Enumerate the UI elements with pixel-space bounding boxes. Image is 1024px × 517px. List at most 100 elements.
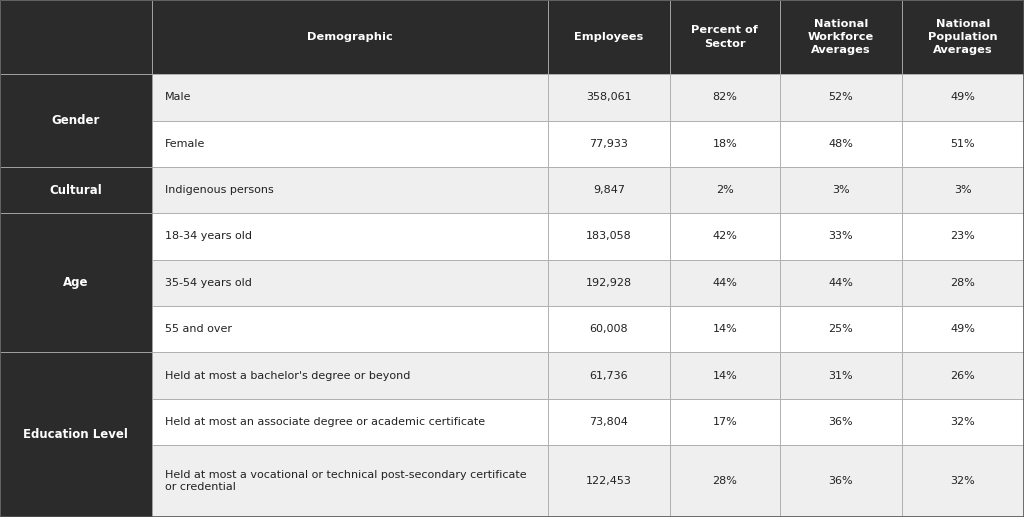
- Bar: [152, 306, 548, 353]
- Bar: [670, 214, 779, 260]
- Bar: [548, 74, 670, 120]
- Text: Male: Male: [165, 93, 191, 102]
- Text: 33%: 33%: [828, 232, 853, 241]
- Text: 73,804: 73,804: [590, 417, 628, 427]
- Text: National
Workforce
Averages: National Workforce Averages: [808, 19, 873, 55]
- Bar: [670, 120, 779, 167]
- Bar: [0, 214, 152, 260]
- Text: 48%: 48%: [828, 139, 853, 149]
- Text: 82%: 82%: [713, 93, 737, 102]
- Bar: [670, 399, 779, 445]
- Bar: [779, 260, 902, 306]
- Bar: [670, 260, 779, 306]
- Bar: [152, 260, 548, 306]
- Text: Held at most a bachelor's degree or beyond: Held at most a bachelor's degree or beyo…: [165, 371, 411, 381]
- Text: Percent of
Sector: Percent of Sector: [691, 25, 758, 49]
- Text: 183,058: 183,058: [586, 232, 632, 241]
- Bar: [670, 0, 779, 74]
- Bar: [779, 445, 902, 517]
- Text: 36%: 36%: [828, 417, 853, 427]
- Bar: [779, 167, 902, 214]
- Text: Held at most an associate degree or academic certificate: Held at most an associate degree or acad…: [165, 417, 485, 427]
- Bar: [548, 306, 670, 353]
- Text: 51%: 51%: [950, 139, 975, 149]
- Text: 36%: 36%: [828, 476, 853, 486]
- Bar: [152, 120, 548, 167]
- Text: 60,008: 60,008: [590, 324, 628, 334]
- Text: 26%: 26%: [950, 371, 975, 381]
- Text: 18-34 years old: 18-34 years old: [165, 232, 252, 241]
- Bar: [548, 214, 670, 260]
- Bar: [902, 260, 1024, 306]
- Bar: [548, 445, 670, 517]
- Bar: [902, 306, 1024, 353]
- Bar: [0, 399, 152, 445]
- Text: 77,933: 77,933: [590, 139, 628, 149]
- Bar: [902, 74, 1024, 120]
- Bar: [0, 74, 152, 167]
- Bar: [152, 353, 548, 399]
- Text: 18%: 18%: [713, 139, 737, 149]
- Bar: [670, 74, 779, 120]
- Text: 28%: 28%: [713, 476, 737, 486]
- Bar: [548, 0, 670, 74]
- Text: Demographic: Demographic: [307, 32, 392, 42]
- Text: 32%: 32%: [950, 476, 975, 486]
- Bar: [902, 0, 1024, 74]
- Text: 35-54 years old: 35-54 years old: [165, 278, 252, 288]
- Bar: [0, 353, 152, 399]
- Bar: [0, 260, 152, 306]
- Text: 44%: 44%: [828, 278, 853, 288]
- Text: 55 and over: 55 and over: [165, 324, 231, 334]
- Text: 9,847: 9,847: [593, 185, 625, 195]
- Text: 3%: 3%: [954, 185, 972, 195]
- Text: 42%: 42%: [713, 232, 737, 241]
- Text: National
Population
Averages: National Population Averages: [928, 19, 997, 55]
- Bar: [0, 0, 152, 74]
- Bar: [670, 167, 779, 214]
- Text: Indigenous persons: Indigenous persons: [165, 185, 273, 195]
- Text: Cultural: Cultural: [49, 184, 102, 196]
- Text: Held at most a vocational or technical post-secondary certificate
or credential: Held at most a vocational or technical p…: [165, 469, 526, 493]
- Bar: [152, 74, 548, 120]
- Text: Employees: Employees: [574, 32, 643, 42]
- Text: 25%: 25%: [828, 324, 853, 334]
- Bar: [0, 445, 152, 517]
- Bar: [902, 445, 1024, 517]
- Text: 44%: 44%: [713, 278, 737, 288]
- Bar: [152, 167, 548, 214]
- Bar: [548, 399, 670, 445]
- Bar: [0, 214, 152, 353]
- Text: 17%: 17%: [713, 417, 737, 427]
- Bar: [548, 120, 670, 167]
- Bar: [779, 399, 902, 445]
- Text: Age: Age: [63, 277, 88, 290]
- Bar: [902, 353, 1024, 399]
- Bar: [670, 353, 779, 399]
- Text: 2%: 2%: [716, 185, 733, 195]
- Text: 122,453: 122,453: [586, 476, 632, 486]
- Bar: [0, 353, 152, 517]
- Bar: [152, 445, 548, 517]
- Text: 358,061: 358,061: [586, 93, 632, 102]
- Text: 23%: 23%: [950, 232, 975, 241]
- Text: 49%: 49%: [950, 93, 975, 102]
- Text: 32%: 32%: [950, 417, 975, 427]
- Text: 3%: 3%: [831, 185, 850, 195]
- Bar: [548, 260, 670, 306]
- Bar: [152, 0, 548, 74]
- Bar: [0, 306, 152, 353]
- Bar: [779, 306, 902, 353]
- Bar: [670, 445, 779, 517]
- Bar: [779, 353, 902, 399]
- Bar: [0, 167, 152, 214]
- Bar: [779, 120, 902, 167]
- Text: Female: Female: [165, 139, 205, 149]
- Text: 14%: 14%: [713, 371, 737, 381]
- Text: 31%: 31%: [828, 371, 853, 381]
- Bar: [0, 74, 152, 120]
- Bar: [0, 120, 152, 167]
- Text: 61,736: 61,736: [590, 371, 628, 381]
- Bar: [902, 167, 1024, 214]
- Bar: [902, 120, 1024, 167]
